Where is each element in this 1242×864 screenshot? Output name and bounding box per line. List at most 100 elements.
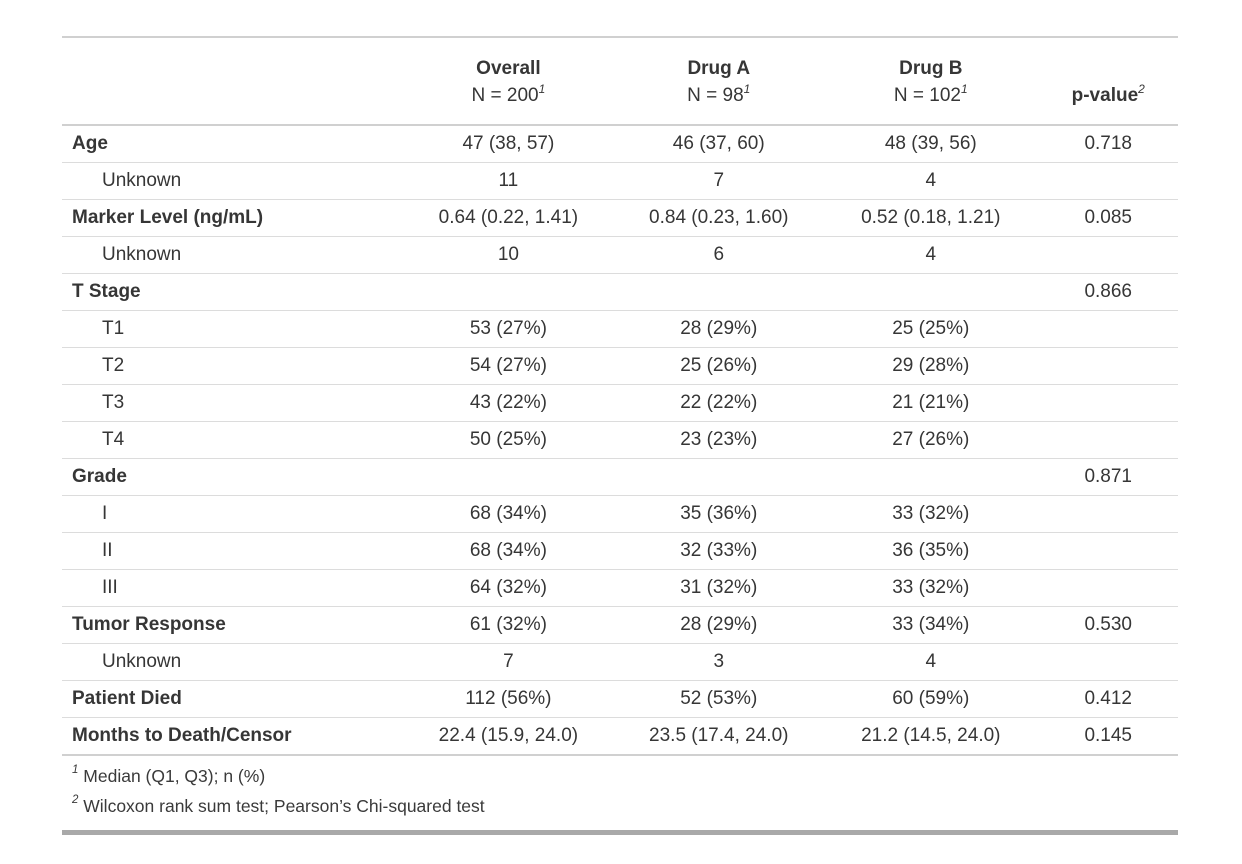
cell-drug-b: 27 (26%): [823, 421, 1039, 459]
cell-overall: 22.4 (15.9, 24.0): [402, 717, 615, 756]
table-row: I 68 (34%) 35 (36%) 33 (32%): [62, 495, 1178, 533]
summary-table-container: Overall N = 2001 Drug A N = 981 Drug B N…: [62, 36, 1178, 835]
cell-p-value: [1038, 532, 1178, 570]
cell-drug-a: 52 (53%): [614, 680, 824, 718]
cell-overall: 53 (27%): [402, 310, 615, 348]
cell-drug-b: 48 (39, 56): [823, 125, 1039, 163]
cell-overall: [402, 273, 615, 311]
cell-drug-b: 21 (21%): [823, 384, 1039, 422]
table-header: Overall N = 2001 Drug A N = 981 Drug B N…: [62, 37, 1178, 126]
cell-drug-b: [823, 273, 1039, 311]
header-overall: Overall N = 2001: [402, 37, 615, 126]
table-row: Marker Level (ng/mL) 0.64 (0.22, 1.41) 0…: [62, 199, 1178, 237]
cell-p-value: [1038, 643, 1178, 681]
header-p-value-title: p-value: [1071, 85, 1139, 106]
cell-overall: 54 (27%): [402, 347, 615, 385]
cell-drug-a: 7: [614, 162, 824, 200]
cell-drug-b: 60 (59%): [823, 680, 1039, 718]
header-p-value: p-value2: [1038, 37, 1178, 126]
cell-drug-b: 4: [823, 162, 1039, 200]
cell-overall: 112 (56%): [402, 680, 615, 718]
cell-overall: 11: [402, 162, 615, 200]
cell-overall: 68 (34%): [402, 495, 615, 533]
cell-p-value: [1038, 236, 1178, 274]
cell-p-value: [1038, 310, 1178, 348]
cell-drug-a: 0.84 (0.23, 1.60): [614, 199, 824, 237]
cell-drug-b: 0.52 (0.18, 1.21): [823, 199, 1039, 237]
cell-p-value: [1038, 569, 1178, 607]
row-label: Unknown: [62, 643, 403, 681]
header-row: Overall N = 2001 Drug A N = 981 Drug B N…: [62, 37, 1178, 126]
footnote-2-text: Wilcoxon rank sum test; Pearson’s Chi-sq…: [83, 796, 485, 816]
row-label: T3: [62, 384, 403, 422]
cell-drug-a: [614, 458, 824, 496]
cell-drug-a: 35 (36%): [614, 495, 824, 533]
row-label: Unknown: [62, 236, 403, 274]
cell-drug-a: 3: [614, 643, 824, 681]
table-footnotes: 1 Median (Q1, Q3); n (%) 2 Wilcoxon rank…: [62, 756, 1178, 835]
table-row: Patient Died 112 (56%) 52 (53%) 60 (59%)…: [62, 680, 1178, 718]
row-label: T1: [62, 310, 403, 348]
cell-p-value: [1038, 384, 1178, 422]
cell-overall: 68 (34%): [402, 532, 615, 570]
cell-drug-b: 33 (34%): [823, 606, 1039, 644]
cell-overall: 50 (25%): [402, 421, 615, 459]
cell-overall: 10: [402, 236, 615, 274]
table-row: T2 54 (27%) 25 (26%) 29 (28%): [62, 347, 1178, 385]
cell-drug-a: 31 (32%): [614, 569, 824, 607]
table-body: Age 47 (38, 57) 46 (37, 60) 48 (39, 56) …: [62, 125, 1178, 756]
cell-overall: 61 (32%): [402, 606, 615, 644]
header-drug-b: Drug B N = 1021: [823, 37, 1039, 126]
cell-drug-b: 25 (25%): [823, 310, 1039, 348]
footnote-mark-icon: 1: [538, 81, 546, 96]
footnote-mark-icon: 2: [72, 794, 79, 807]
header-overall-title: Overall: [476, 58, 541, 79]
table-row: Months to Death/Censor 22.4 (15.9, 24.0)…: [62, 717, 1178, 756]
footnote-mark-icon: 1: [743, 81, 751, 96]
header-drug-a-title: Drug A: [687, 58, 751, 79]
table-row: Tumor Response 61 (32%) 28 (29%) 33 (34%…: [62, 606, 1178, 644]
footnote-mark-icon: 1: [72, 764, 79, 777]
cell-p-value: 0.085: [1038, 199, 1178, 237]
cell-p-value: [1038, 347, 1178, 385]
row-label: Patient Died: [62, 680, 403, 718]
row-label: Age: [62, 125, 403, 163]
cell-drug-b: 29 (28%): [823, 347, 1039, 385]
table-row: Unknown 10 6 4: [62, 236, 1178, 274]
row-label: Tumor Response: [62, 606, 403, 644]
cell-overall: 0.64 (0.22, 1.41): [402, 199, 615, 237]
cell-drug-a: [614, 273, 824, 311]
cell-p-value: 0.530: [1038, 606, 1178, 644]
cell-drug-a: 22 (22%): [614, 384, 824, 422]
table-row: Unknown 7 3 4: [62, 643, 1178, 681]
cell-drug-a: 6: [614, 236, 824, 274]
table-row: Grade 0.871: [62, 458, 1178, 496]
header-drug-a: Drug A N = 981: [614, 37, 824, 126]
cell-p-value: 0.871: [1038, 458, 1178, 496]
row-label: I: [62, 495, 403, 533]
row-label: T Stage: [62, 273, 403, 311]
cell-drug-a: 28 (29%): [614, 310, 824, 348]
cell-p-value: 0.718: [1038, 125, 1178, 163]
cell-drug-b: 33 (32%): [823, 569, 1039, 607]
footnote-mark-icon: 2: [1138, 81, 1145, 96]
cell-drug-a: 32 (33%): [614, 532, 824, 570]
cell-drug-b: 33 (32%): [823, 495, 1039, 533]
cell-overall: 7: [402, 643, 615, 681]
cell-drug-b: 36 (35%): [823, 532, 1039, 570]
cell-overall: 43 (22%): [402, 384, 615, 422]
cell-drug-a: 28 (29%): [614, 606, 824, 644]
cell-drug-b: 4: [823, 236, 1039, 274]
cell-drug-a: 46 (37, 60): [614, 125, 824, 163]
cell-overall: 47 (38, 57): [402, 125, 615, 163]
row-label: T2: [62, 347, 403, 385]
header-drug-a-n: N = 981: [687, 81, 751, 106]
cell-p-value: 0.866: [1038, 273, 1178, 311]
header-drug-b-n: N = 1021: [893, 81, 968, 106]
table-row: T Stage 0.866: [62, 273, 1178, 311]
row-label: III: [62, 569, 403, 607]
table-row: T1 53 (27%) 28 (29%) 25 (25%): [62, 310, 1178, 348]
header-overall-n: N = 2001: [471, 81, 546, 106]
footnote-1: 1 Median (Q1, Q3); n (%): [62, 761, 1178, 791]
cell-p-value: [1038, 495, 1178, 533]
